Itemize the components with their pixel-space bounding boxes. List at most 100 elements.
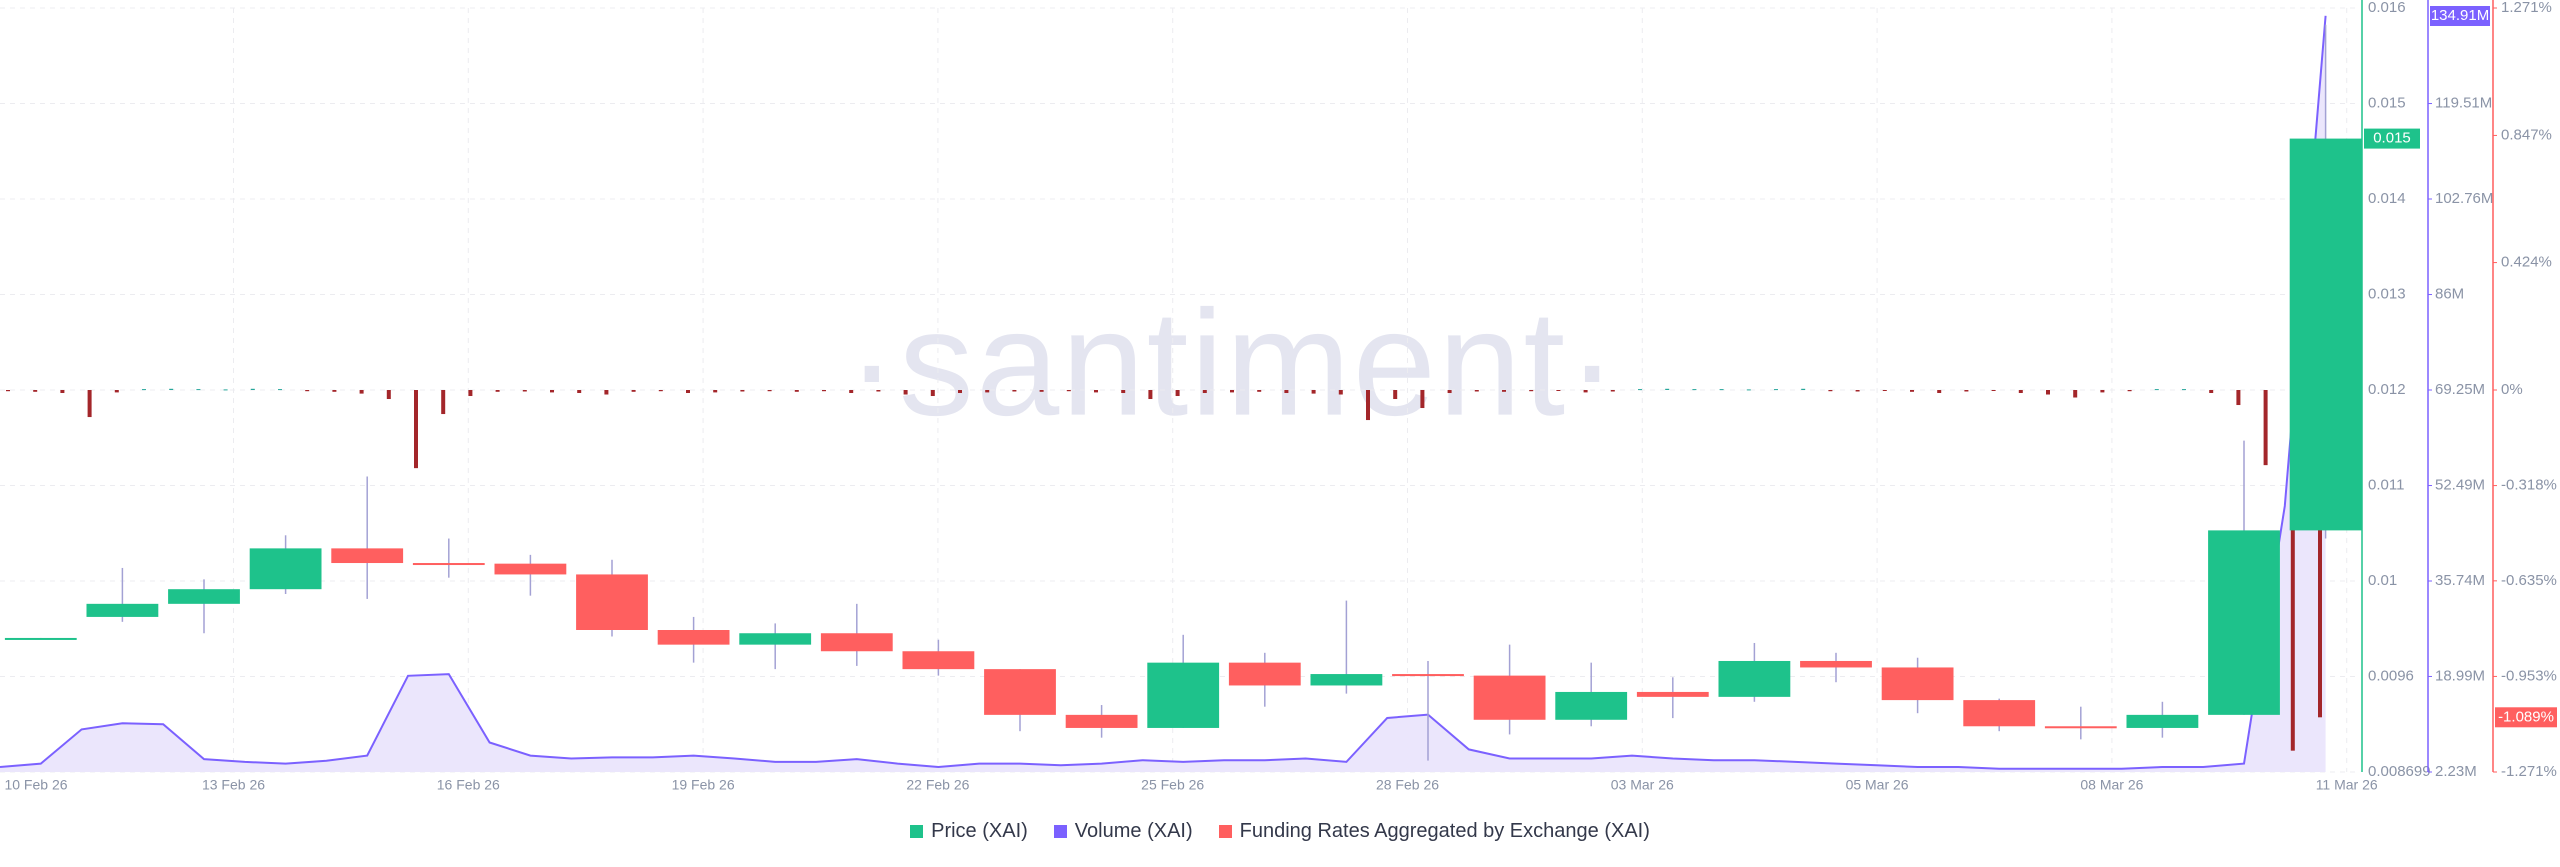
funding-bar [468,390,473,397]
candle-body [1228,662,1301,686]
funding-bar [169,388,174,390]
funding-bar [1420,390,1425,409]
funding-bar [2182,389,2186,391]
funding-bar [1556,390,1561,391]
candle-body [2044,726,2117,729]
candle-body [2289,138,2362,531]
funding-bar [60,390,65,394]
funding-bar [2100,390,2105,393]
funding-bar [522,390,527,392]
funding-bar [604,390,609,395]
funding-bar [114,390,119,393]
funding-bar [1638,389,1642,391]
legend-swatch [1053,825,1067,838]
funding-bar [1801,388,1806,390]
x-tick-label: 08 Mar 26 [2080,777,2143,793]
funding-bar [1121,390,1126,394]
candle-body [249,548,322,590]
y3-tick-label: -0.318% [2501,477,2557,494]
funding-bar [1746,389,1751,391]
x-tick-label: 16 Feb 26 [437,777,500,793]
y-tick-label: 0.015 [2368,94,2406,111]
funding-bar [2018,390,2023,394]
x-tick-label: 03 Mar 26 [1611,777,1674,793]
funding-bar [1474,390,1479,392]
funding-bar [332,390,337,392]
funding-bar [1202,390,1207,394]
funding-bar [876,390,881,392]
watermark: ·santiment· [847,279,1619,447]
y2-tick-label: 35.74M [2435,572,2485,589]
y3-tick-label: -0.953% [2501,667,2557,684]
funding-bar [1366,390,1370,421]
x-tick-label: 11 Mar 26 [2316,777,2378,793]
funding-bar [1910,390,1914,392]
legend-item[interactable]: Price (XAI) [910,820,1028,843]
x-tick-label: 13 Feb 26 [202,777,265,793]
funding-bar [1964,390,1969,392]
y-tick-label: 0.008699 [2368,763,2431,780]
y3-tick-label: -1.271% [2501,763,2557,780]
funding-bar [2290,390,2295,751]
funding-bar [794,390,799,392]
funding-bar [1338,390,1343,395]
funding-bar [658,390,663,392]
funding-bar [223,389,228,391]
x-tick-label: 10 Feb 26 [4,777,67,793]
x-tick-label: 05 Mar 26 [1846,777,1909,793]
funding-bar [1882,390,1887,391]
funding-bar [849,390,854,394]
funding-bar [87,390,92,418]
funding-bar [958,390,962,394]
legend-swatch [1218,825,1232,838]
funding-bar [196,389,201,391]
y3-tick-label: 1.271% [2501,0,2552,16]
price-last-badge: 0.015 [2373,130,2411,147]
legend-label: Volume (XAI) [1074,820,1193,842]
funding-bar [740,390,745,392]
funding-bar [985,390,990,393]
y2-tick-label: 18.99M [2435,667,2485,684]
x-tick-label: 22 Feb 26 [906,777,969,793]
legend-item[interactable]: Volume (XAI) [1053,820,1193,843]
candle-body [1392,674,1464,677]
chart: ·santiment· 10 Feb 26 13 Feb 26 16 Feb 26 1… [0,0,2557,793]
funding-bar [631,390,636,392]
candle-body [1800,660,1872,668]
funding-bar [2154,389,2159,391]
y2-tick-label: 52.49M [2435,476,2485,493]
funding-bar [2318,390,2322,718]
funding-bar [305,390,310,392]
funding-bar [1665,388,1670,390]
x-tick-label: 25 Feb 26 [1141,777,1204,793]
legend-swatch [910,825,924,838]
candle-body [331,548,404,564]
price-last-badge-bg [2364,128,2420,149]
funding-bar [1610,390,1615,392]
funding-bar [2073,390,2078,398]
funding-bar [142,389,146,391]
funding-bar [1529,390,1534,392]
funding-bar [278,389,282,391]
y-tick-label: 0.011 [2368,476,2404,493]
y-tick-label: 0.016 [2368,0,2406,16]
legend-label: Funding Rates Aggregated by Exchange (XA… [1239,820,1650,842]
funding-bar [686,390,690,394]
funding-bar [495,390,500,392]
funding-bar [2209,390,2214,394]
funding-bar [767,390,772,392]
candle-body [412,563,485,566]
candle-body [1963,700,2036,727]
candle-body [1881,667,1954,701]
y2-tick-label: 69.25M [2435,381,2485,398]
candle-body [168,589,240,604]
funding-bar [33,390,38,392]
legend-item[interactable]: Funding Rates Aggregated by Exchange (XA… [1218,820,1650,843]
funding-bar [577,390,582,394]
funding-bar [1719,389,1724,391]
volume-line [0,15,2327,770]
funding-bar [1991,390,1996,391]
funding-bar [2236,390,2241,406]
y-tick-label: 0.014 [2368,190,2406,207]
funding-bar [250,388,255,390]
